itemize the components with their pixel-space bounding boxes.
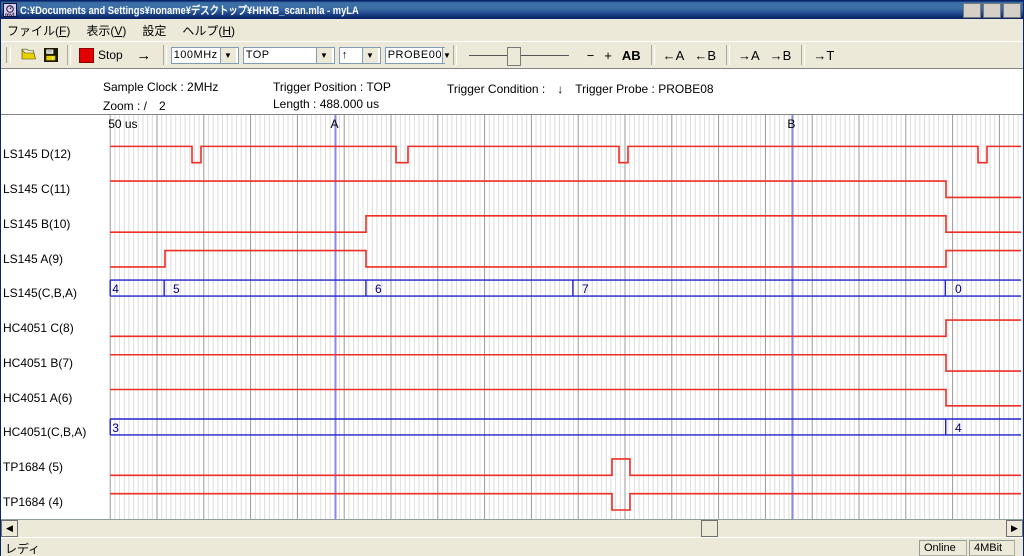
svg-text:myLA: myLA [5,13,17,18]
